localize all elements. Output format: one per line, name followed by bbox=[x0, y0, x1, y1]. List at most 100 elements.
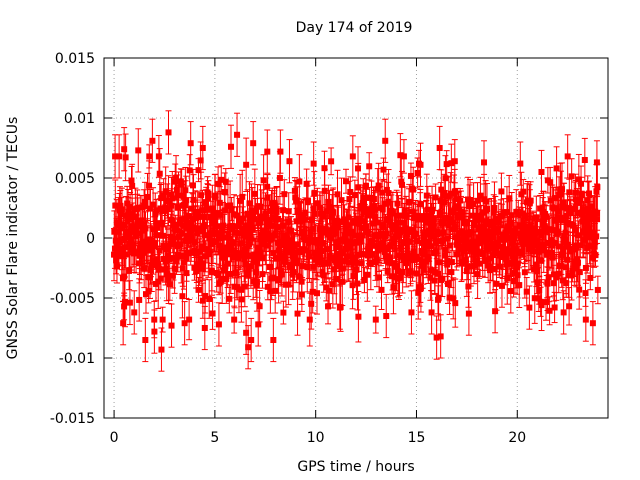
data-point bbox=[264, 194, 271, 201]
data-point bbox=[405, 238, 412, 245]
data-point bbox=[398, 253, 405, 260]
data-point bbox=[358, 232, 365, 239]
data-point bbox=[253, 278, 260, 285]
data-point bbox=[217, 279, 224, 286]
data-point bbox=[220, 222, 227, 229]
data-point bbox=[432, 269, 439, 276]
data-point bbox=[429, 224, 436, 231]
data-point bbox=[400, 219, 407, 226]
data-point bbox=[272, 287, 279, 294]
data-point bbox=[148, 247, 155, 254]
data-point bbox=[234, 223, 241, 230]
data-point bbox=[430, 221, 437, 228]
data-point bbox=[331, 266, 338, 273]
data-point bbox=[184, 238, 191, 245]
data-point bbox=[186, 167, 193, 174]
data-point bbox=[132, 233, 139, 240]
data-point bbox=[306, 316, 313, 323]
data-point bbox=[404, 231, 411, 238]
data-point bbox=[450, 209, 457, 216]
data-point bbox=[240, 232, 247, 239]
data-point bbox=[221, 207, 228, 214]
data-point bbox=[357, 235, 364, 242]
data-point bbox=[171, 222, 178, 229]
data-point bbox=[404, 250, 411, 257]
data-point bbox=[308, 300, 315, 307]
data-point bbox=[224, 260, 231, 267]
data-point bbox=[152, 240, 159, 247]
data-point bbox=[142, 225, 149, 232]
data-point bbox=[240, 215, 247, 222]
data-point bbox=[247, 216, 254, 223]
data-point bbox=[427, 274, 434, 281]
data-point bbox=[199, 207, 206, 214]
data-point bbox=[147, 267, 154, 274]
data-point bbox=[363, 206, 370, 213]
data-point bbox=[199, 297, 206, 304]
data-point bbox=[251, 216, 258, 223]
data-point bbox=[244, 222, 251, 229]
data-point bbox=[125, 209, 132, 216]
data-point bbox=[260, 239, 267, 246]
data-point bbox=[190, 225, 197, 232]
data-point bbox=[151, 226, 158, 233]
data-point bbox=[444, 235, 451, 242]
data-point bbox=[365, 244, 372, 251]
data-point bbox=[379, 206, 386, 213]
data-point bbox=[162, 188, 169, 195]
data-point bbox=[175, 233, 182, 240]
data-point bbox=[385, 190, 392, 197]
data-point bbox=[335, 244, 342, 251]
data-point bbox=[194, 208, 201, 215]
data-point bbox=[326, 287, 333, 294]
data-point bbox=[395, 219, 402, 226]
data-point bbox=[219, 227, 226, 234]
data-point bbox=[193, 268, 200, 275]
data-point bbox=[392, 274, 399, 281]
data-point bbox=[391, 240, 398, 247]
data-point bbox=[120, 222, 127, 229]
data-point bbox=[355, 220, 362, 227]
data-point bbox=[166, 256, 173, 263]
data-point bbox=[332, 230, 339, 237]
data-point bbox=[417, 284, 424, 291]
data-point bbox=[370, 203, 377, 210]
data-point bbox=[421, 249, 428, 256]
data-point bbox=[390, 284, 397, 291]
data-point bbox=[394, 268, 401, 275]
data-point bbox=[119, 253, 126, 260]
data-point bbox=[378, 286, 385, 293]
data-point bbox=[174, 204, 181, 211]
data-point bbox=[314, 250, 321, 257]
data-point bbox=[313, 255, 320, 262]
data-point bbox=[285, 243, 292, 250]
data-point bbox=[336, 256, 343, 263]
data-point bbox=[364, 229, 371, 236]
data-point bbox=[356, 216, 363, 223]
data-point bbox=[151, 316, 158, 323]
data-point bbox=[207, 230, 214, 237]
data-point bbox=[168, 202, 175, 209]
data-point bbox=[173, 186, 180, 193]
data-point bbox=[450, 219, 457, 226]
data-point bbox=[431, 277, 438, 284]
data-point bbox=[197, 157, 204, 164]
data-point bbox=[446, 294, 453, 301]
data-point bbox=[212, 193, 219, 200]
data-point bbox=[387, 218, 394, 225]
data-point bbox=[325, 303, 332, 310]
data-point bbox=[328, 235, 335, 242]
data-point bbox=[294, 241, 301, 248]
data-point bbox=[144, 243, 151, 250]
data-point bbox=[310, 225, 317, 232]
data-point bbox=[441, 190, 448, 197]
data-point bbox=[442, 175, 449, 182]
data-point bbox=[122, 154, 129, 161]
data-point bbox=[424, 212, 431, 219]
data-point bbox=[445, 222, 452, 229]
data-point bbox=[261, 215, 268, 222]
data-point bbox=[349, 153, 356, 160]
data-point bbox=[231, 211, 238, 218]
data-point bbox=[149, 260, 156, 267]
data-point bbox=[241, 256, 248, 263]
